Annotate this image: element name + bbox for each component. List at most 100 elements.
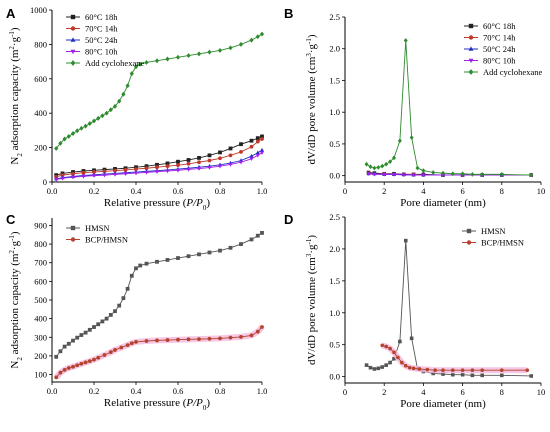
y-tick-label: 0.5 bbox=[329, 139, 340, 149]
data-point bbox=[165, 338, 170, 342]
legend-marker bbox=[70, 237, 76, 242]
data-point bbox=[75, 363, 80, 368]
data-point bbox=[249, 153, 254, 158]
data-point bbox=[87, 359, 92, 364]
data-point bbox=[255, 34, 260, 40]
data-point bbox=[113, 348, 117, 352]
data-point bbox=[112, 172, 118, 177]
panel-b: B 0 2 4 6 8 10 0.0 0.5 1.0 1.5 2.0 2.5 Pore diameter … bbox=[284, 6, 545, 209]
data-point bbox=[62, 344, 67, 349]
data-point bbox=[176, 159, 180, 164]
data-point bbox=[392, 356, 396, 361]
y-tick-label: 800 bbox=[34, 39, 47, 49]
data-point bbox=[62, 367, 67, 372]
legend-marker bbox=[468, 58, 474, 64]
data-point bbox=[83, 123, 88, 129]
data-point bbox=[228, 45, 233, 51]
data-point bbox=[54, 354, 59, 359]
data-point bbox=[384, 344, 388, 349]
data-point bbox=[376, 165, 381, 170]
y-tick-label: 400 bbox=[34, 314, 47, 324]
data-point bbox=[207, 336, 212, 341]
data-point bbox=[249, 237, 254, 242]
data-point bbox=[117, 303, 122, 308]
legend: HMSN BCP/HMSN bbox=[462, 226, 524, 248]
data-point bbox=[165, 164, 170, 169]
data-point bbox=[197, 156, 201, 160]
data-point bbox=[75, 335, 80, 340]
legend: HMSN BCP/HMSN bbox=[66, 223, 128, 245]
data-point bbox=[451, 372, 455, 377]
data-point bbox=[104, 316, 109, 321]
data-point bbox=[372, 165, 377, 171]
legend-marker bbox=[70, 26, 76, 31]
data-point bbox=[108, 107, 113, 113]
x-tick-label: 0.2 bbox=[89, 386, 100, 396]
data-point bbox=[384, 161, 389, 167]
data-point bbox=[125, 83, 130, 89]
y-axis-label: N2 adsorption capacity (m2·g-1) bbox=[8, 27, 24, 165]
x-tick-label: 0.0 bbox=[47, 386, 58, 396]
data-point bbox=[186, 167, 191, 172]
data-point bbox=[529, 374, 533, 378]
data-point bbox=[119, 345, 124, 350]
data-point bbox=[66, 366, 71, 370]
data-point bbox=[144, 164, 149, 169]
data-point bbox=[175, 54, 181, 60]
data-point bbox=[207, 49, 212, 55]
data-point bbox=[81, 174, 86, 179]
x-tick-label: 0 bbox=[343, 387, 347, 397]
panel-letter-d: D bbox=[284, 212, 293, 227]
data-point bbox=[368, 164, 373, 170]
data-point bbox=[500, 368, 504, 373]
data-point bbox=[431, 371, 435, 376]
data-point bbox=[480, 373, 484, 378]
panel-letter-b: B bbox=[284, 6, 293, 21]
data-point bbox=[217, 164, 223, 169]
data-point bbox=[129, 341, 134, 346]
series-bcp-hmsn bbox=[53, 325, 265, 380]
series-band bbox=[53, 325, 265, 380]
series-line bbox=[56, 138, 263, 178]
data-point bbox=[228, 146, 233, 151]
data-point bbox=[384, 363, 388, 367]
data-point bbox=[460, 372, 465, 377]
legend-label: 50°C 24h bbox=[483, 44, 516, 54]
data-point bbox=[102, 169, 107, 174]
data-point bbox=[155, 162, 159, 167]
data-point bbox=[144, 170, 149, 175]
data-point bbox=[207, 250, 212, 255]
data-point bbox=[470, 373, 475, 378]
y-tick-label: 0 bbox=[43, 177, 47, 187]
legend-marker bbox=[466, 240, 472, 245]
data-point bbox=[218, 336, 222, 341]
data-point bbox=[376, 366, 381, 371]
data-point bbox=[382, 172, 387, 177]
data-point bbox=[392, 155, 396, 161]
panel-letter-c: C bbox=[6, 212, 16, 227]
panel-d: D 0 2 4 6 8 10 0.0 0.5 1.0 1.5 2.0 2.5 Pore diameter … bbox=[284, 212, 545, 410]
data-point bbox=[197, 160, 201, 165]
data-point bbox=[186, 337, 191, 342]
data-point bbox=[175, 168, 181, 173]
data-point bbox=[470, 172, 475, 177]
y-tick-label: 400 bbox=[34, 108, 47, 118]
data-point bbox=[133, 171, 139, 176]
series-line bbox=[368, 173, 532, 176]
data-point bbox=[155, 259, 159, 264]
data-point bbox=[259, 31, 265, 37]
x-tick-label: 8 bbox=[500, 387, 504, 397]
y-tick-label: 2.5 bbox=[329, 12, 340, 22]
y-tick-label: 800 bbox=[34, 239, 47, 249]
y-tick-label: 700 bbox=[34, 258, 47, 268]
x-tick-label: 10 bbox=[537, 186, 546, 196]
data-point bbox=[255, 139, 260, 144]
data-point bbox=[113, 309, 117, 314]
data-point bbox=[398, 339, 402, 344]
legend-marker bbox=[468, 69, 474, 75]
series-hmsn bbox=[364, 238, 533, 378]
data-point bbox=[433, 368, 437, 373]
data-point bbox=[79, 125, 84, 131]
data-point bbox=[441, 170, 445, 176]
data-point bbox=[392, 350, 396, 355]
